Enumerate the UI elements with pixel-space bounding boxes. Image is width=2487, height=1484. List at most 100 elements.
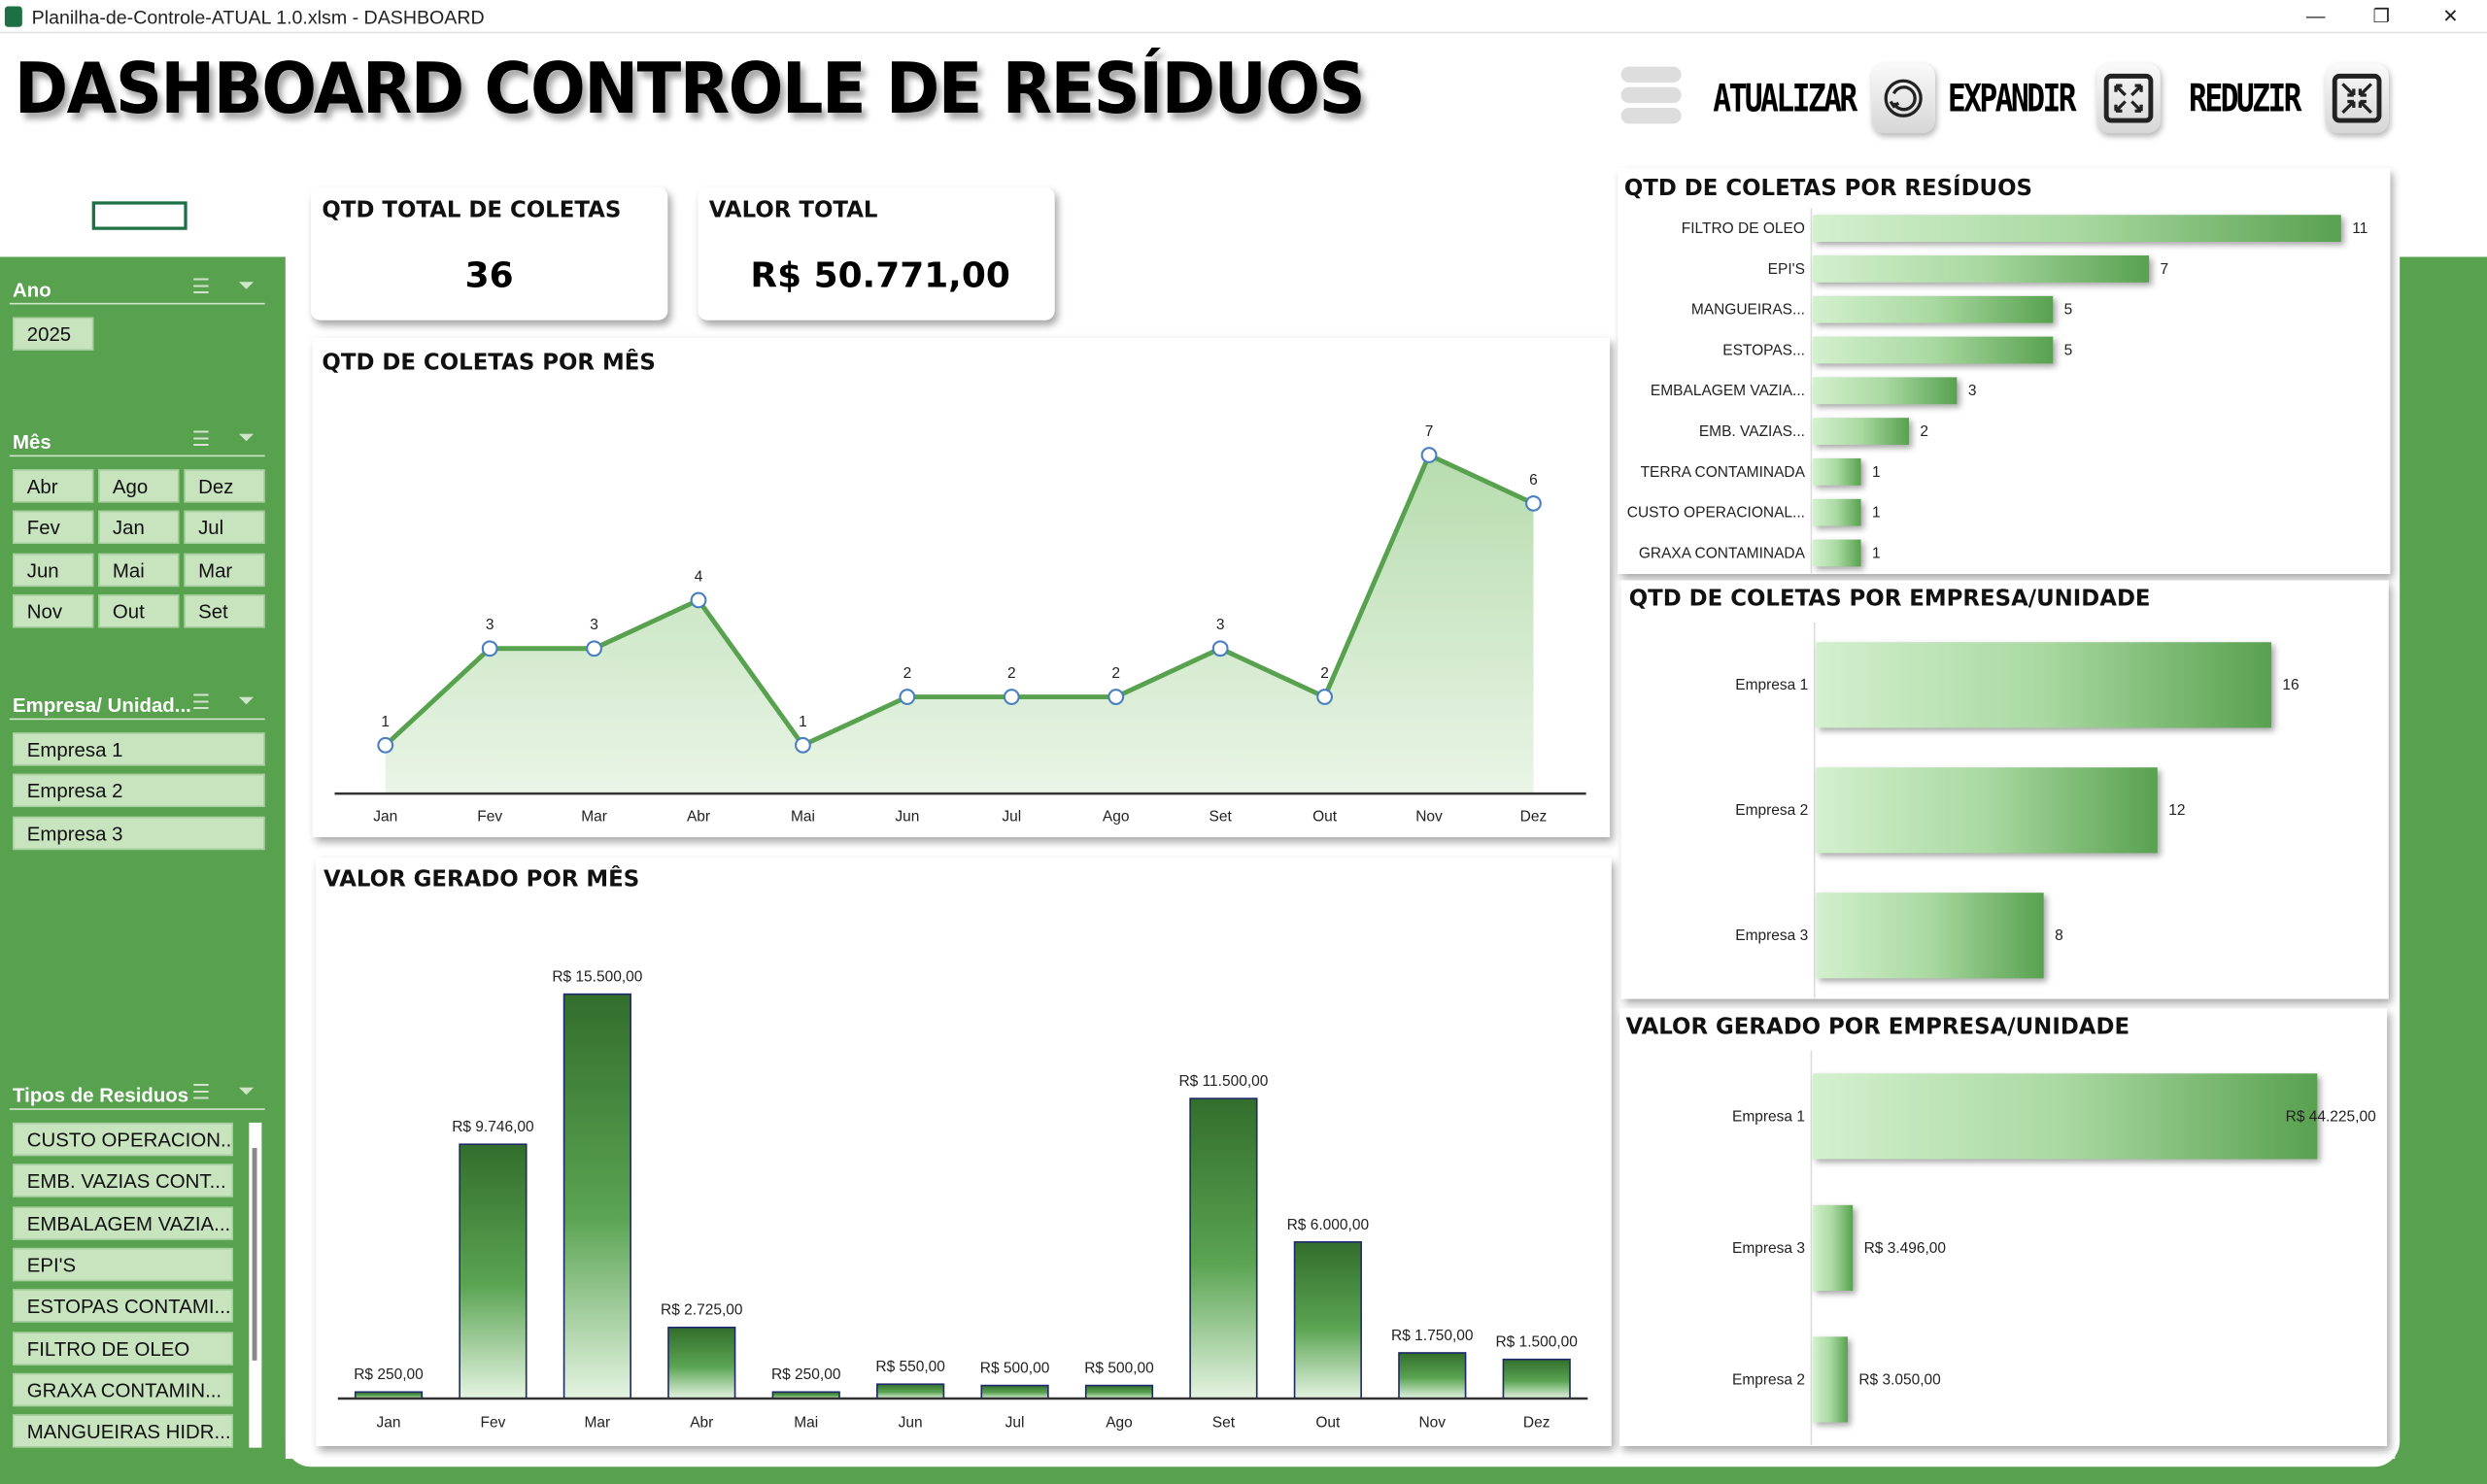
slicer-item-empresa[interactable]: Empresa 3 xyxy=(13,816,265,850)
scrollbar-thumb[interactable] xyxy=(252,1148,257,1361)
data-label: R$ 1.750,00 xyxy=(1391,1328,1474,1344)
slicer-item-mes[interactable]: Nov xyxy=(13,594,94,628)
clear-filter-icon[interactable]: ⏷ xyxy=(237,424,255,450)
data-point xyxy=(586,640,602,658)
ano-slicer-title: Ano xyxy=(13,279,51,302)
data-label: R$ 550,00 xyxy=(875,1359,945,1375)
data-label: 1 xyxy=(1872,464,1881,481)
y-tick-label: FILTRO DE OLEO xyxy=(1682,220,1805,237)
x-tick-label: Nov xyxy=(1418,1414,1446,1431)
y-tick-label: TERRA CONTAMINADA xyxy=(1641,464,1806,481)
slicer-item-mes[interactable]: Fev xyxy=(13,511,94,545)
data-label: R$ 11.500,00 xyxy=(1178,1073,1268,1090)
close-button[interactable]: ✕ xyxy=(2442,4,2459,27)
slicer-item-mes[interactable]: Jan xyxy=(98,511,180,545)
x-tick-label: Abr xyxy=(690,1414,713,1431)
clear-filter-icon[interactable]: ⏷ xyxy=(237,1078,255,1102)
clear-filter-icon[interactable]: ⏷ xyxy=(237,688,255,713)
slicer-item-mes[interactable]: Dez xyxy=(184,469,265,503)
bar xyxy=(1816,642,2271,728)
multi-select-icon[interactable]: ☰ xyxy=(191,274,211,298)
bar xyxy=(1502,1358,1571,1400)
multi-select-icon[interactable]: ☰ xyxy=(191,426,211,451)
data-label: R$ 500,00 xyxy=(1084,1361,1154,1377)
data-label: 1 xyxy=(381,714,390,730)
y-tick-label: Empresa 3 xyxy=(1735,928,1808,944)
multi-select-icon[interactable]: ☰ xyxy=(191,1079,211,1104)
slicer-item-tipo[interactable]: EMBALAGEM VAZIA... xyxy=(13,1205,233,1240)
slicer-item-mes[interactable]: Mai xyxy=(98,553,180,587)
divider xyxy=(9,302,265,305)
mes-slicer-title: Mês xyxy=(13,431,51,454)
bar xyxy=(980,1384,1049,1400)
data-point xyxy=(899,689,916,705)
reduce-button[interactable]: REDUZIR xyxy=(2189,76,2385,120)
data-label: 2 xyxy=(903,665,912,682)
multi-select-icon[interactable]: ☰ xyxy=(191,690,211,714)
x-tick-label: Dez xyxy=(1520,809,1548,826)
slicer-item-empresa[interactable]: Empresa 1 xyxy=(13,732,265,766)
data-label: 1 xyxy=(1872,505,1881,522)
x-tick-label: Jul xyxy=(1002,809,1021,826)
minimize-button[interactable]: — xyxy=(2305,4,2326,27)
slicer-item-tipo[interactable]: CUSTO OPERACION... xyxy=(13,1122,233,1157)
y-tick-label: Empresa 2 xyxy=(1735,802,1808,819)
x-tick-label: Ago xyxy=(1106,1414,1133,1431)
bar xyxy=(876,1383,945,1400)
x-tick-label: Jun xyxy=(899,1414,923,1431)
slicer-item-tipo[interactable]: EMB. VAZIAS CONT... xyxy=(13,1164,233,1198)
kpi-value: 36 xyxy=(464,256,514,297)
kpi-value: R$ 50.771,00 xyxy=(750,256,1010,297)
bar xyxy=(1813,377,1958,405)
data-label: 8 xyxy=(2055,928,2063,944)
slicer-item-empresa[interactable]: Empresa 2 xyxy=(13,774,265,808)
data-label: 2 xyxy=(1320,665,1329,682)
excel-icon xyxy=(4,6,22,27)
slicer-item-tipo[interactable]: MANGUEIRAS HIDR... xyxy=(13,1414,233,1448)
collapse-icon[interactable] xyxy=(2325,63,2389,134)
refresh-icon[interactable] xyxy=(1871,63,1935,134)
update-button[interactable]: ATUALIZAR xyxy=(1713,76,1944,120)
bar xyxy=(1398,1352,1467,1400)
data-label: R$ 3.050,00 xyxy=(1858,1371,1941,1388)
cell-selector[interactable] xyxy=(91,201,187,230)
right-background xyxy=(2395,256,2487,1484)
bar xyxy=(1813,539,1861,567)
slicer-item-mes[interactable]: Out xyxy=(98,594,180,628)
data-label: 4 xyxy=(695,568,703,585)
slicer-item-tipo[interactable]: GRAXA CONTAMIN... xyxy=(13,1372,233,1406)
slicer-item-tipo[interactable]: FILTRO DE OLEO xyxy=(13,1331,233,1365)
data-label: R$ 2.725,00 xyxy=(661,1302,743,1319)
x-tick-label: Out xyxy=(1315,1414,1341,1431)
chart-title: QTD DE COLETAS POR MÊS xyxy=(322,350,656,376)
chart-title: VALOR GERADO POR MÊS xyxy=(324,867,640,894)
x-tick-label: Set xyxy=(1212,1414,1236,1431)
expand-icon[interactable] xyxy=(2096,63,2161,134)
data-label: 11 xyxy=(2352,220,2368,237)
slicer-item-mes[interactable]: Mar xyxy=(184,553,265,587)
bar xyxy=(459,1143,528,1400)
data-label: R$ 15.500,00 xyxy=(552,969,642,986)
restore-button[interactable]: ❐ xyxy=(2372,4,2391,27)
expand-button[interactable]: EXPANDIR xyxy=(1948,76,2166,120)
clear-filter-icon[interactable]: ⏷ xyxy=(237,272,255,297)
slicer-item-mes[interactable]: Set xyxy=(184,594,265,628)
bar xyxy=(562,993,631,1400)
data-point xyxy=(690,591,707,609)
slicer-item-mes[interactable]: Jul xyxy=(184,511,265,545)
data-point xyxy=(1211,640,1229,658)
page-title: DASHBOARD CONTROLE DE RESÍDUOS xyxy=(14,49,1366,130)
slicer-item-tipo[interactable]: EPI'S xyxy=(13,1247,233,1282)
slicer-item-mes[interactable]: Jun xyxy=(13,553,94,587)
y-tick-label: CUSTO OPERACIONAL... xyxy=(1627,505,1805,522)
menu-icon[interactable] xyxy=(1620,66,1682,124)
slicer-item-tipo[interactable]: ESTOPAS CONTAMI... xyxy=(13,1289,233,1323)
slicer-item-ano[interactable]: 2025 xyxy=(13,317,94,351)
slicer-item-mes[interactable]: Ago xyxy=(98,469,180,503)
slicer-item-mes[interactable]: Abr xyxy=(13,469,94,503)
data-label: R$ 250,00 xyxy=(354,1366,424,1383)
chart-title: VALOR GERADO POR EMPRESA/UNIDADE xyxy=(1625,1014,2130,1041)
y-tick-label: Empresa 1 xyxy=(1735,677,1808,693)
data-label: R$ 500,00 xyxy=(980,1361,1050,1377)
